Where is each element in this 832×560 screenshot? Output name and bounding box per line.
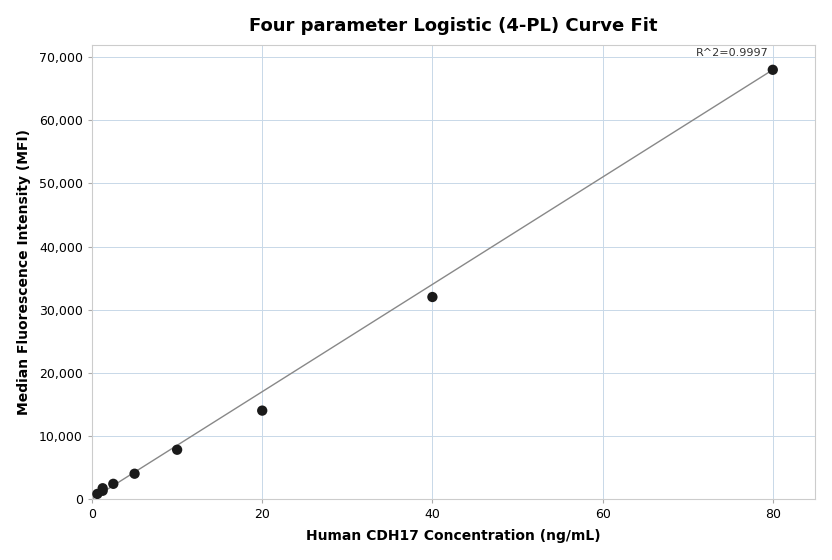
Point [96, 484, 109, 493]
Point [426, 292, 439, 301]
Point [91, 489, 104, 498]
Point [766, 66, 780, 74]
Point [171, 445, 184, 454]
Point [96, 486, 109, 495]
Point [128, 469, 141, 478]
Title: Four parameter Logistic (4-PL) Curve Fit: Four parameter Logistic (4-PL) Curve Fit [250, 17, 658, 35]
Point [255, 406, 269, 415]
X-axis label: Human CDH17 Concentration (ng/mL): Human CDH17 Concentration (ng/mL) [306, 529, 601, 543]
Text: R^2=0.9997: R^2=0.9997 [696, 48, 769, 58]
Point [106, 479, 120, 488]
Y-axis label: Median Fluorescence Intensity (MFI): Median Fluorescence Intensity (MFI) [17, 129, 31, 415]
